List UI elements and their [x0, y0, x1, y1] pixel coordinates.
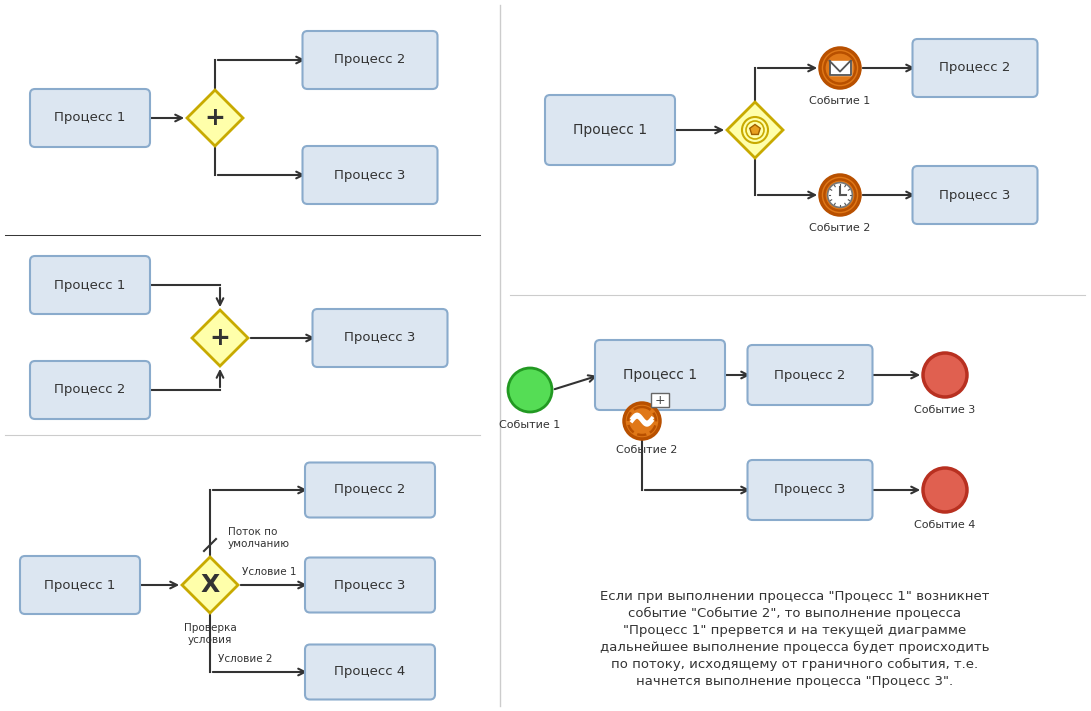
Text: Событие 2: Событие 2	[810, 223, 871, 233]
Text: Событие 1: Событие 1	[500, 420, 561, 430]
FancyBboxPatch shape	[29, 256, 149, 314]
FancyBboxPatch shape	[29, 361, 149, 419]
FancyBboxPatch shape	[20, 556, 140, 614]
Circle shape	[624, 403, 660, 439]
Circle shape	[820, 48, 860, 88]
FancyBboxPatch shape	[595, 340, 726, 410]
Text: Процесс 3: Процесс 3	[345, 331, 416, 345]
Text: Событие 4: Событие 4	[914, 520, 975, 530]
Text: Процесс 1: Процесс 1	[55, 279, 125, 292]
FancyBboxPatch shape	[312, 309, 447, 367]
FancyBboxPatch shape	[305, 644, 435, 700]
FancyBboxPatch shape	[302, 31, 437, 89]
Text: Событие 1: Событие 1	[810, 96, 871, 106]
Polygon shape	[192, 310, 248, 366]
Circle shape	[820, 175, 860, 215]
Text: X: X	[201, 573, 219, 597]
Text: Проверка
условия: Проверка условия	[183, 623, 237, 645]
Text: Процесс 1: Процесс 1	[573, 123, 647, 137]
Circle shape	[923, 468, 967, 512]
Text: Процесс 1: Процесс 1	[45, 579, 116, 592]
Circle shape	[828, 183, 852, 208]
Text: Процесс 2: Процесс 2	[334, 53, 406, 67]
Polygon shape	[727, 102, 783, 158]
Text: Процесс 1: Процесс 1	[55, 112, 125, 124]
FancyBboxPatch shape	[912, 166, 1038, 224]
Text: Процесс 1: Процесс 1	[623, 368, 697, 382]
FancyBboxPatch shape	[305, 462, 435, 518]
Text: Процесс 4: Процесс 4	[334, 665, 406, 678]
Circle shape	[508, 368, 552, 412]
Polygon shape	[182, 557, 238, 613]
Text: Процесс 2: Процесс 2	[55, 383, 125, 397]
FancyBboxPatch shape	[546, 95, 675, 165]
FancyBboxPatch shape	[747, 345, 873, 405]
Text: Условие 2: Условие 2	[218, 654, 273, 664]
Text: +: +	[655, 393, 666, 407]
FancyBboxPatch shape	[305, 557, 435, 612]
Text: Процесс 3: Процесс 3	[334, 579, 406, 592]
Text: Процесс 2: Процесс 2	[775, 368, 846, 382]
Text: Условие 1: Условие 1	[242, 567, 297, 577]
Text: Событие 2: Событие 2	[616, 445, 678, 455]
Text: +: +	[209, 326, 230, 350]
Bar	[651, 393, 669, 407]
FancyBboxPatch shape	[29, 89, 149, 147]
Text: Событие 3: Событие 3	[914, 405, 975, 415]
Text: Поток по
умолчанию: Поток по умолчанию	[228, 527, 290, 549]
FancyBboxPatch shape	[302, 146, 437, 204]
Polygon shape	[750, 124, 760, 134]
Bar	[829, 61, 851, 75]
Circle shape	[923, 353, 967, 397]
Polygon shape	[187, 90, 243, 146]
Text: +: +	[205, 106, 226, 130]
Text: Процесс 2: Процесс 2	[939, 61, 1010, 75]
Text: Процесс 3: Процесс 3	[775, 483, 846, 496]
Text: Если при выполнении процесса "Процесс 1" возникнет
событие "Событие 2", то выпол: Если при выполнении процесса "Процесс 1"…	[600, 590, 990, 688]
Text: Процесс 3: Процесс 3	[334, 169, 406, 181]
FancyBboxPatch shape	[912, 39, 1038, 97]
Text: Процесс 2: Процесс 2	[334, 483, 406, 496]
FancyBboxPatch shape	[747, 460, 873, 520]
Text: Процесс 3: Процесс 3	[939, 188, 1010, 201]
